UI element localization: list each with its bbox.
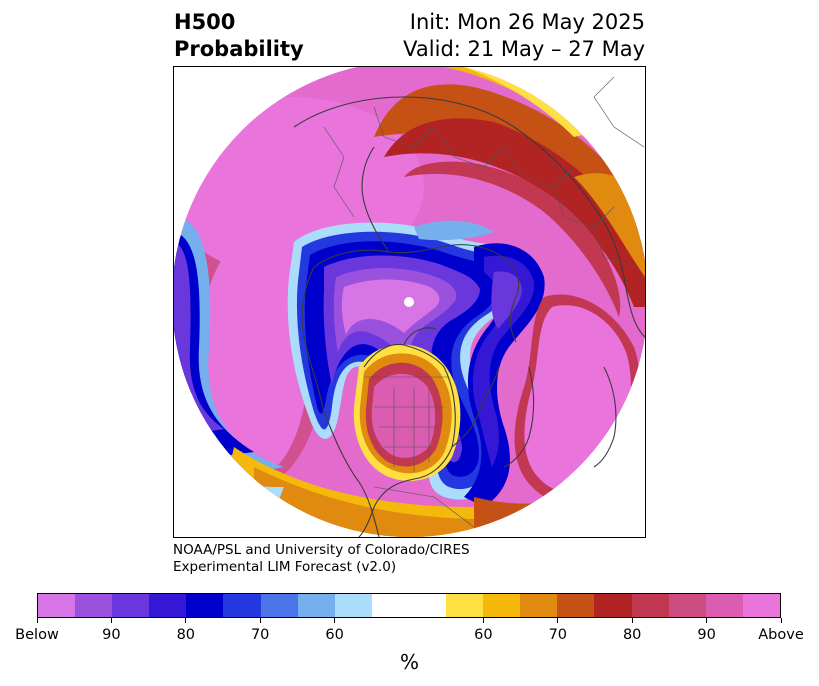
credit-line-1: NOAA/PSL and University of Colorado/CIRE…	[173, 542, 470, 558]
colorbar-tick-label: Below	[15, 627, 59, 643]
colorbar-unit: %	[399, 650, 419, 674]
credit-text: NOAA/PSL and University of Colorado/CIRE…	[173, 542, 470, 576]
colorbar-above-1	[446, 594, 484, 617]
colorbar-tick-label: Above	[758, 627, 804, 643]
colorbar-above-4	[557, 594, 595, 617]
colorbar-above-5	[594, 594, 632, 617]
colorbar-tick-mark	[482, 618, 484, 623]
colorbar-above-7	[668, 594, 706, 617]
colorbar-tick-mark	[334, 618, 336, 623]
colorbar-tick-label: 60	[474, 627, 493, 643]
title-line-1: H500	[174, 10, 236, 34]
colorbar-below-5	[186, 594, 224, 617]
colorbar-above-8	[705, 594, 743, 617]
credit-line-2: Experimental LIM Forecast (v2.0)	[173, 559, 397, 575]
colorbar-tick-label: 70	[250, 627, 270, 643]
chart-title: H500 Probability	[174, 9, 304, 63]
colorbar-tick-label: 70	[548, 627, 568, 643]
coastlines	[293, 96, 645, 537]
country-borders	[323, 76, 645, 528]
polar-probability-map	[174, 67, 645, 537]
colorbar-below-1	[38, 594, 76, 617]
colorbar-below-2	[75, 594, 113, 617]
colorbar-neutral	[371, 594, 447, 617]
colorbar-tick-mark	[110, 618, 112, 623]
colorbar-tick-mark	[36, 618, 38, 623]
title-line-2: Probability	[174, 37, 304, 61]
colorbar-above-2	[483, 594, 521, 617]
colorbar-below-4	[149, 594, 187, 617]
init-date: Init: Mon 26 May 2025	[409, 10, 645, 34]
colorbar	[37, 593, 781, 618]
colorbar-tick-mark	[631, 618, 633, 623]
colorbar-tick-mark	[780, 618, 782, 623]
probability-shading	[174, 67, 645, 537]
colorbar-tick-label: 60	[325, 627, 344, 643]
colorbar-above-3	[520, 594, 558, 617]
valid-period: Valid: 21 May – 27 May	[403, 37, 645, 61]
colorbar-below-6	[223, 594, 261, 617]
colorbar-tick-label: 90	[102, 627, 121, 643]
forecast-dates: Init: Mon 26 May 2025 Valid: 21 May – 27…	[330, 9, 645, 63]
colorbar-tick-label: 80	[176, 627, 196, 643]
colorbar-tick-mark	[259, 618, 261, 623]
colorbar-above-9	[742, 594, 780, 617]
colorbar-above-6	[631, 594, 669, 617]
colorbar-below-7	[260, 594, 298, 617]
colorbar-below-9	[334, 594, 372, 617]
colorbar-tick-label: 90	[697, 627, 716, 643]
colorbar-tick-label: 80	[622, 627, 642, 643]
colorbar-tick-mark	[185, 618, 187, 623]
colorbar-tick-mark	[557, 618, 559, 623]
colorbar-below-8	[297, 594, 335, 617]
map-panel	[173, 66, 646, 538]
colorbar-below-3	[112, 594, 150, 617]
colorbar-tick-mark	[706, 618, 708, 623]
